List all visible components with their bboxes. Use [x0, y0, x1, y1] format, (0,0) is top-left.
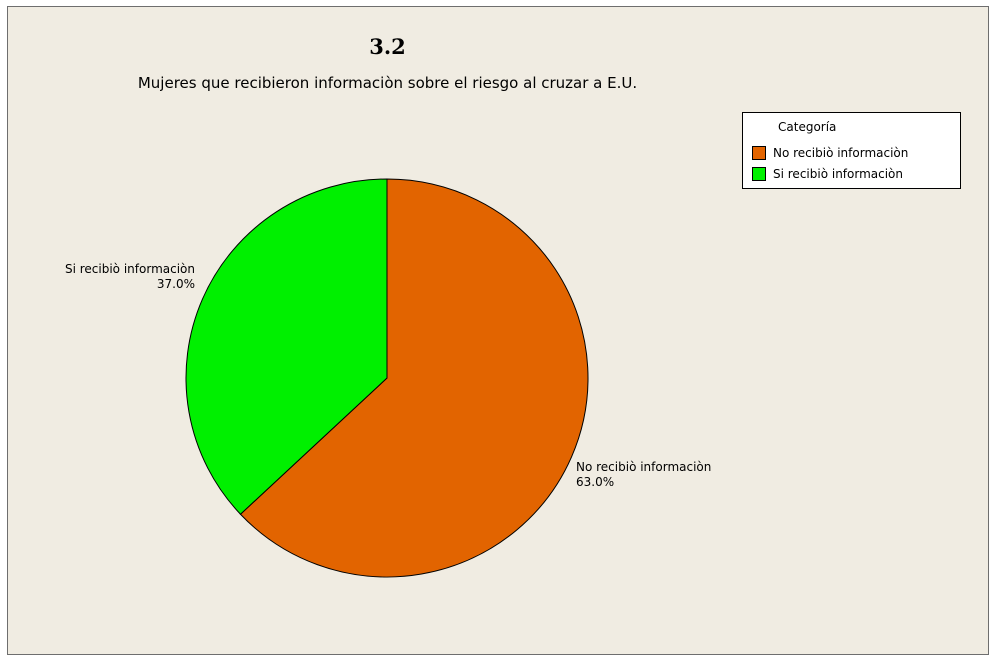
legend-item-label: No recibiò informaciòn [773, 146, 909, 160]
chart-legend: Categoría No recibiò informaciòn Si reci… [742, 112, 961, 189]
slice-label-name: Si recibiò informaciòn [64, 262, 195, 276]
legend-title: Categoría [778, 120, 837, 134]
legend-item-label: Si recibiò informaciòn [773, 167, 904, 181]
chart-title: 3.2 [369, 34, 406, 59]
pie-slice-1 [185, 178, 388, 515]
chart-subtitle: Mujeres que recibieron informaciòn sobre… [137, 74, 638, 92]
pie-slice-0 [239, 178, 589, 578]
legend-swatch [752, 167, 766, 181]
slice-label-percent: 63.0% [576, 475, 615, 489]
legend-item-si-recibio: Si recibiò informaciòn [752, 166, 903, 182]
slice-label-si-recibio: Si recibiò informaciòn 37.0% [65, 262, 195, 292]
legend-item-no-recibio: No recibiò informaciòn [752, 145, 908, 161]
slice-label-name: No recibiò informaciòn [576, 460, 712, 474]
slice-label-percent: 37.0% [156, 277, 195, 291]
slice-label-no-recibio: No recibiò informaciòn 63.0% [576, 460, 711, 490]
legend-swatch [752, 146, 766, 160]
